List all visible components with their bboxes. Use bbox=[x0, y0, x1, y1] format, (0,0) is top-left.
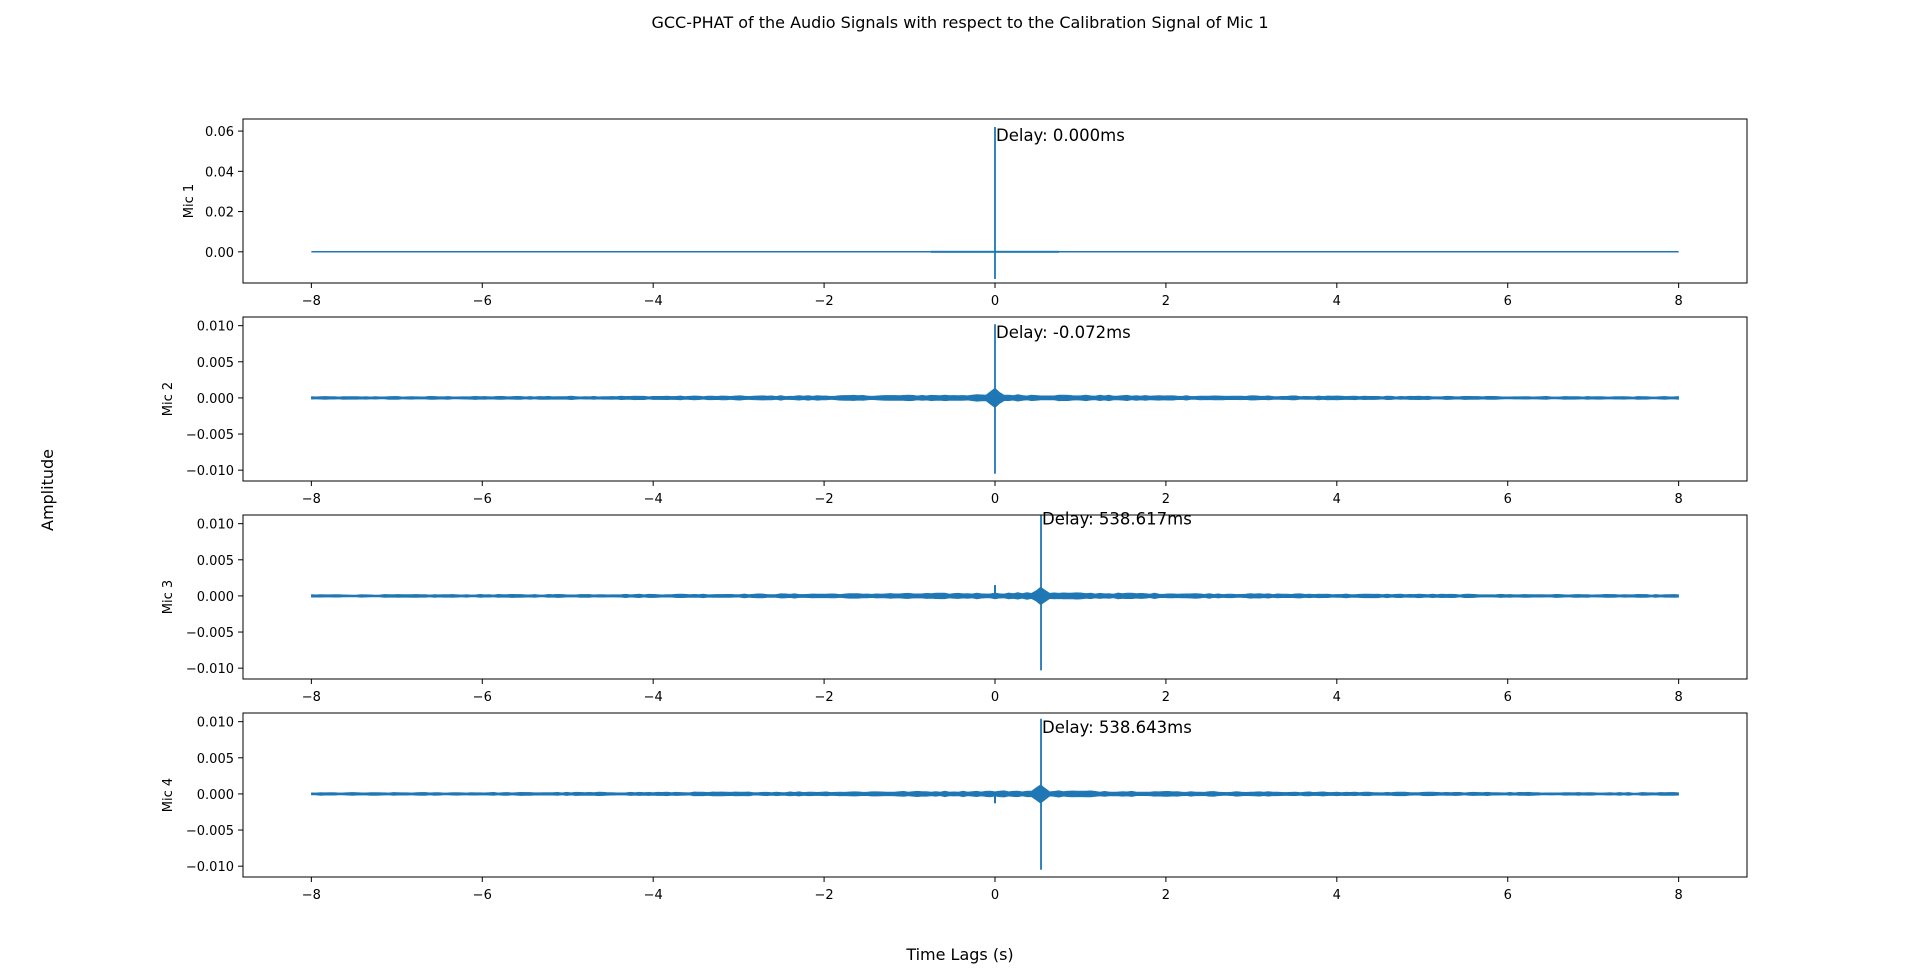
y-tick-label: −0.005 bbox=[186, 824, 234, 839]
x-tick-label: 8 bbox=[1674, 294, 1682, 309]
x-tick-label: −2 bbox=[815, 690, 834, 705]
figure-x-label: Time Lags (s) bbox=[905, 945, 1013, 964]
x-tick-label: 2 bbox=[1162, 888, 1170, 903]
figure-title: GCC-PHAT of the Audio Signals with respe… bbox=[651, 13, 1268, 32]
y-tick-label: 0.06 bbox=[205, 125, 234, 140]
y-tick-label: 0.000 bbox=[197, 590, 234, 605]
x-tick-label: 0 bbox=[991, 294, 999, 309]
x-tick-label: −8 bbox=[302, 294, 321, 309]
delay-annotation: Delay: -0.072ms bbox=[996, 323, 1131, 342]
y-tick-label: 0.005 bbox=[197, 554, 234, 569]
y-tick-label: −0.010 bbox=[186, 860, 234, 875]
x-tick-label: 8 bbox=[1674, 492, 1682, 507]
x-tick-label: 2 bbox=[1162, 690, 1170, 705]
x-tick-label: −8 bbox=[302, 492, 321, 507]
x-tick-label: 2 bbox=[1162, 492, 1170, 507]
x-tick-label: −8 bbox=[302, 888, 321, 903]
subplots: −8 −6 −4 −2 0 2 4 6 8 0.00 0.02 0.04 0.06 Mic 1 Delay:… bbox=[161, 118, 1748, 903]
subplot-y-label: Mic 1 bbox=[182, 184, 197, 218]
y-tick-label: −0.005 bbox=[186, 428, 234, 443]
x-tick-label: −4 bbox=[644, 294, 663, 309]
x-tick-label: 6 bbox=[1504, 492, 1512, 507]
x-tick-label: −6 bbox=[473, 492, 492, 507]
x-tick-label: 2 bbox=[1162, 294, 1170, 309]
delay-annotation: Delay: 538.643ms bbox=[1042, 718, 1192, 737]
figure-y-label: Amplitude bbox=[38, 449, 57, 531]
subplot-mic-2: −8 −6 −4 −2 0 2 4 6 8 −0.010 −0.005 0.000 0.005 0.010… bbox=[161, 316, 1748, 507]
x-tick-label: −2 bbox=[815, 294, 834, 309]
x-tick-label: −2 bbox=[815, 888, 834, 903]
y-tick-label: 0.04 bbox=[205, 165, 234, 180]
y-tick-label: 0.010 bbox=[197, 518, 234, 533]
y-tick-label: 0.005 bbox=[197, 752, 234, 767]
x-tick-label: −6 bbox=[473, 690, 492, 705]
y-tick-label: 0.005 bbox=[197, 356, 234, 371]
delay-annotation: Delay: 538.617ms bbox=[1042, 510, 1192, 529]
x-tick-label: 0 bbox=[991, 492, 999, 507]
x-tick-label: −6 bbox=[473, 294, 492, 309]
x-tick-label: 8 bbox=[1674, 888, 1682, 903]
delay-annotation: Delay: 0.000ms bbox=[996, 126, 1125, 145]
subplot-mic-3: −8 −6 −4 −2 0 2 4 6 8 −0.010 −0.005 0.000 0.005 0.010… bbox=[161, 510, 1748, 705]
subplot-mic-4: −8 −6 −4 −2 0 2 4 6 8 −0.010 −0.005 0.000 0.005 0.010… bbox=[161, 712, 1748, 903]
y-tick-label: 0.000 bbox=[197, 788, 234, 803]
y-tick-label: 0.02 bbox=[205, 206, 234, 221]
x-tick-label: −4 bbox=[644, 888, 663, 903]
x-tick-label: 8 bbox=[1674, 690, 1682, 705]
x-tick-label: 6 bbox=[1504, 690, 1512, 705]
subplot-mic-1: −8 −6 −4 −2 0 2 4 6 8 0.00 0.02 0.04 0.06 Mic 1 Delay:… bbox=[182, 118, 1748, 309]
x-tick-label: −2 bbox=[815, 492, 834, 507]
subplot-y-label: Mic 3 bbox=[161, 580, 176, 614]
x-tick-label: −8 bbox=[302, 690, 321, 705]
y-tick-label: 0.000 bbox=[197, 392, 234, 407]
x-tick-label: 4 bbox=[1333, 294, 1341, 309]
x-tick-label: 4 bbox=[1333, 888, 1341, 903]
plot-area bbox=[311, 127, 1679, 279]
y-tick-label: 0.00 bbox=[205, 246, 234, 261]
subplot-y-label: Mic 2 bbox=[161, 382, 176, 416]
x-tick-label: 4 bbox=[1333, 690, 1341, 705]
plot-area bbox=[311, 324, 1679, 474]
x-tick-label: 6 bbox=[1504, 888, 1512, 903]
plot-area bbox=[311, 515, 1679, 671]
y-tick-label: 0.010 bbox=[197, 716, 234, 731]
subplot-y-label: Mic 4 bbox=[161, 778, 176, 812]
plot-area bbox=[311, 718, 1679, 870]
x-tick-label: 0 bbox=[991, 888, 999, 903]
x-tick-label: −6 bbox=[473, 888, 492, 903]
y-tick-label: 0.010 bbox=[197, 320, 234, 335]
y-tick-label: −0.005 bbox=[186, 626, 234, 641]
y-tick-label: −0.010 bbox=[186, 662, 234, 677]
y-tick-label: −0.010 bbox=[186, 464, 234, 479]
x-tick-label: 6 bbox=[1504, 294, 1512, 309]
x-tick-label: 4 bbox=[1333, 492, 1341, 507]
x-tick-label: −4 bbox=[644, 690, 663, 705]
x-tick-label: −4 bbox=[644, 492, 663, 507]
x-tick-label: 0 bbox=[991, 690, 999, 705]
